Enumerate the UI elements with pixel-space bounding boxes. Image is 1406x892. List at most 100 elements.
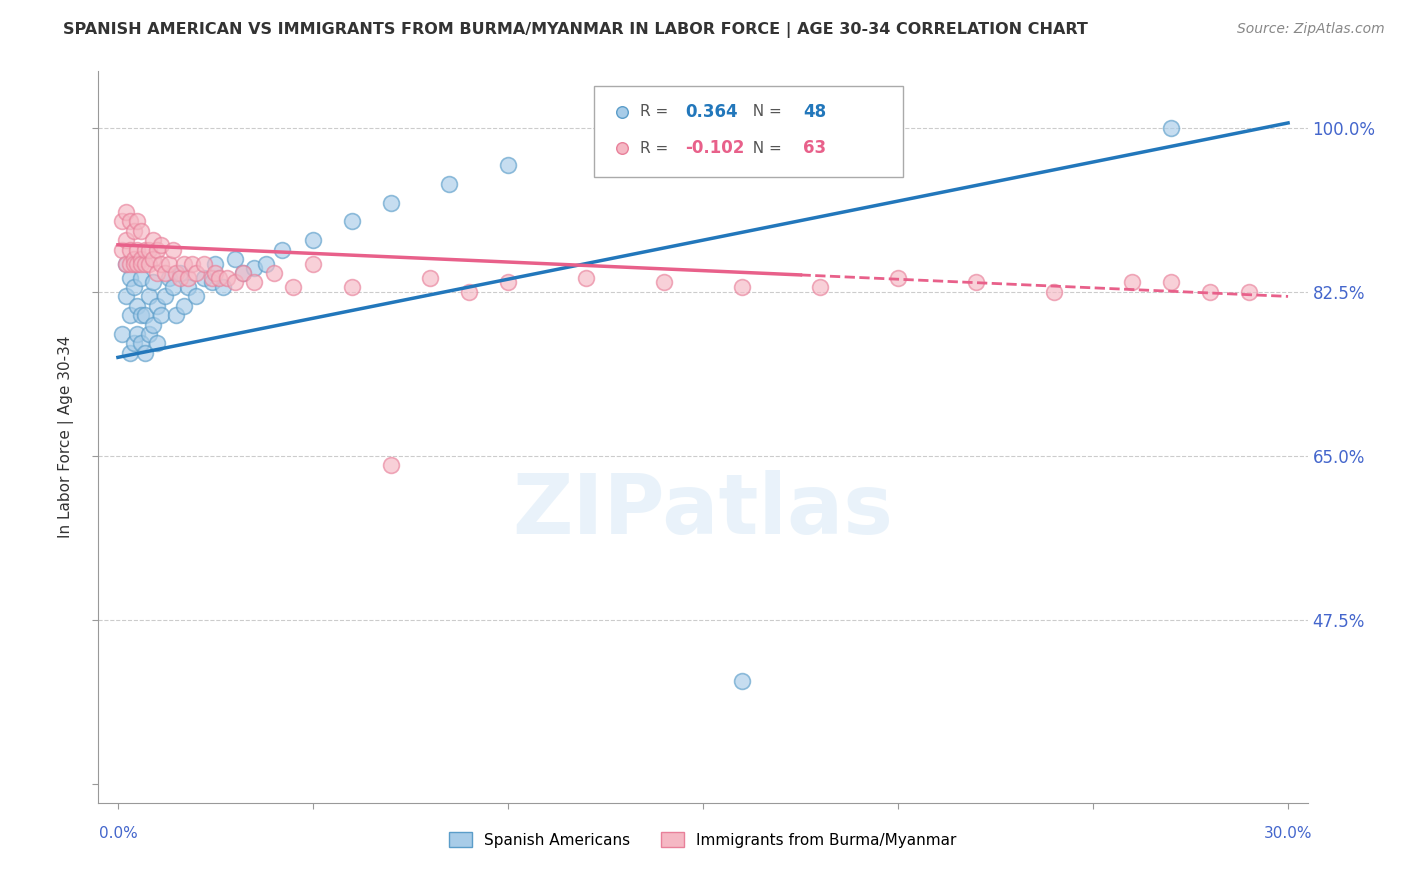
Point bbox=[146, 336, 169, 351]
Point bbox=[302, 257, 325, 271]
Point bbox=[118, 243, 141, 257]
Point bbox=[165, 308, 187, 322]
Point bbox=[127, 257, 149, 271]
Point bbox=[149, 257, 172, 271]
Point bbox=[165, 266, 187, 280]
Point bbox=[731, 280, 754, 294]
Text: 30.0%: 30.0% bbox=[1264, 826, 1312, 841]
Point bbox=[439, 177, 461, 191]
Text: -0.102: -0.102 bbox=[685, 139, 744, 157]
Point bbox=[162, 243, 184, 257]
Point bbox=[114, 205, 136, 219]
Point bbox=[114, 289, 136, 303]
Point bbox=[162, 280, 184, 294]
Point bbox=[131, 336, 153, 351]
Point bbox=[380, 458, 402, 473]
Y-axis label: In Labor Force | Age 30-34: In Labor Force | Age 30-34 bbox=[58, 335, 75, 539]
Point bbox=[887, 270, 910, 285]
Point bbox=[208, 270, 231, 285]
Point bbox=[111, 214, 134, 228]
Text: 63: 63 bbox=[803, 139, 827, 157]
Point bbox=[243, 276, 266, 290]
Point bbox=[193, 270, 215, 285]
Point bbox=[146, 299, 169, 313]
Point bbox=[142, 318, 165, 332]
Point bbox=[169, 266, 191, 280]
Text: N =: N = bbox=[742, 141, 786, 156]
Point bbox=[131, 257, 153, 271]
Point bbox=[184, 266, 207, 280]
Point bbox=[173, 257, 195, 271]
Point bbox=[224, 252, 246, 266]
Point bbox=[142, 233, 165, 247]
Point bbox=[204, 257, 226, 271]
Point bbox=[127, 243, 149, 257]
Point bbox=[134, 345, 156, 359]
Point bbox=[118, 257, 141, 271]
Point bbox=[243, 261, 266, 276]
Text: 48: 48 bbox=[803, 103, 827, 120]
Point bbox=[731, 673, 754, 688]
Text: 0.364: 0.364 bbox=[685, 103, 738, 120]
Point bbox=[419, 270, 441, 285]
Point bbox=[114, 257, 136, 271]
Text: Source: ZipAtlas.com: Source: ZipAtlas.com bbox=[1237, 22, 1385, 37]
Point bbox=[131, 224, 153, 238]
Point bbox=[1121, 276, 1143, 290]
Point bbox=[122, 336, 145, 351]
FancyBboxPatch shape bbox=[595, 86, 903, 178]
Point bbox=[138, 257, 160, 271]
Point bbox=[193, 257, 215, 271]
Point bbox=[122, 280, 145, 294]
Point bbox=[146, 266, 169, 280]
Point bbox=[149, 237, 172, 252]
Legend: Spanish Americans, Immigrants from Burma/Myanmar: Spanish Americans, Immigrants from Burma… bbox=[443, 825, 963, 854]
Point bbox=[340, 280, 363, 294]
Point bbox=[118, 345, 141, 359]
Point bbox=[131, 252, 153, 266]
Point bbox=[127, 326, 149, 341]
Point bbox=[224, 276, 246, 290]
Point bbox=[149, 308, 172, 322]
Point bbox=[212, 280, 235, 294]
Point bbox=[153, 266, 176, 280]
Point bbox=[1199, 285, 1222, 299]
Point bbox=[496, 158, 519, 172]
Point bbox=[380, 195, 402, 210]
Point bbox=[114, 233, 136, 247]
Point bbox=[302, 233, 325, 247]
Point bbox=[965, 276, 987, 290]
Point bbox=[118, 308, 141, 322]
Point bbox=[142, 252, 165, 266]
Point bbox=[270, 243, 292, 257]
Point bbox=[217, 270, 239, 285]
Text: SPANISH AMERICAN VS IMMIGRANTS FROM BURMA/MYANMAR IN LABOR FORCE | AGE 30-34 COR: SPANISH AMERICAN VS IMMIGRANTS FROM BURM… bbox=[63, 22, 1088, 38]
Point bbox=[263, 266, 285, 280]
Point bbox=[232, 266, 254, 280]
Point bbox=[138, 243, 160, 257]
Point bbox=[1237, 285, 1260, 299]
Point bbox=[1160, 276, 1182, 290]
Point bbox=[134, 308, 156, 322]
Point bbox=[181, 257, 204, 271]
Point bbox=[122, 224, 145, 238]
Text: R =: R = bbox=[640, 141, 673, 156]
Point bbox=[200, 270, 222, 285]
Point bbox=[652, 276, 675, 290]
Point bbox=[1160, 120, 1182, 135]
Point bbox=[127, 214, 149, 228]
Point bbox=[114, 257, 136, 271]
Point bbox=[134, 257, 156, 271]
Point bbox=[122, 257, 145, 271]
Point bbox=[177, 280, 200, 294]
Point bbox=[232, 266, 254, 280]
Point bbox=[134, 243, 156, 257]
Point bbox=[169, 270, 191, 285]
Point bbox=[614, 149, 637, 163]
Point bbox=[131, 270, 153, 285]
Point bbox=[138, 326, 160, 341]
Text: R =: R = bbox=[640, 104, 673, 120]
Point bbox=[122, 252, 145, 266]
Point bbox=[496, 276, 519, 290]
Point bbox=[177, 270, 200, 285]
